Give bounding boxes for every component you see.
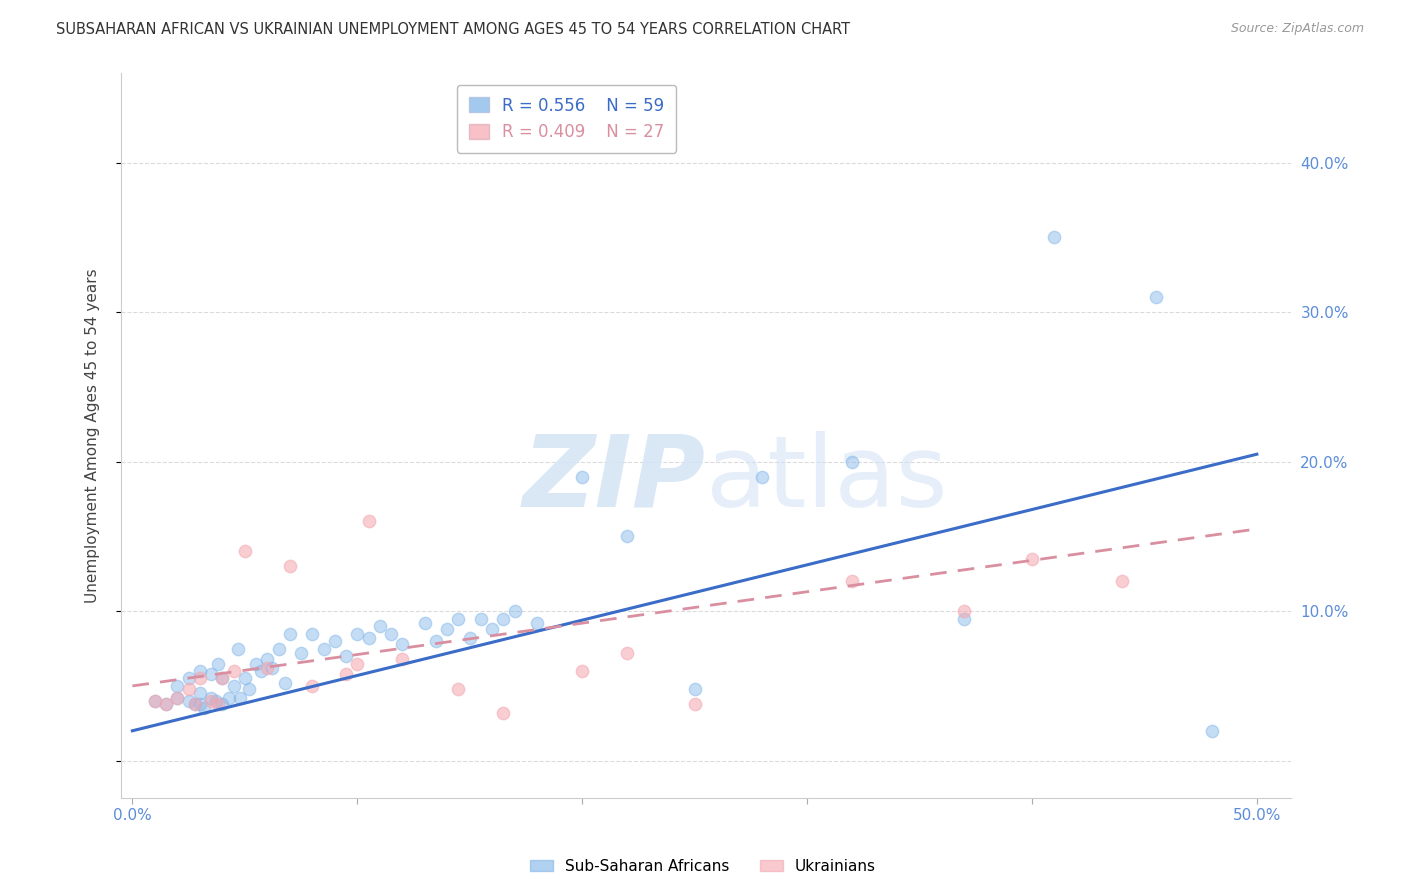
Point	[274, 676, 297, 690]
Text: ZIP: ZIP	[523, 431, 706, 527]
Point	[841, 574, 863, 589]
Point	[245, 657, 267, 671]
Point	[357, 515, 380, 529]
Point	[177, 694, 200, 708]
Point	[166, 690, 188, 705]
Point	[683, 681, 706, 696]
Point	[200, 690, 222, 705]
Point	[200, 667, 222, 681]
Point	[188, 686, 211, 700]
Point	[380, 626, 402, 640]
Legend: Sub-Saharan Africans, Ukrainians: Sub-Saharan Africans, Ukrainians	[524, 853, 882, 880]
Point	[233, 672, 256, 686]
Point	[184, 697, 207, 711]
Point	[436, 622, 458, 636]
Point	[188, 672, 211, 686]
Point	[1111, 574, 1133, 589]
Point	[1201, 723, 1223, 738]
Point	[256, 661, 278, 675]
Point	[211, 672, 233, 686]
Point	[447, 612, 470, 626]
Point	[233, 544, 256, 558]
Point	[571, 664, 593, 678]
Point	[492, 612, 515, 626]
Y-axis label: Unemployment Among Ages 45 to 54 years: Unemployment Among Ages 45 to 54 years	[86, 268, 100, 603]
Text: SUBSAHARAN AFRICAN VS UKRAINIAN UNEMPLOYMENT AMONG AGES 45 TO 54 YEARS CORRELATI: SUBSAHARAN AFRICAN VS UKRAINIAN UNEMPLOY…	[56, 22, 851, 37]
Point	[357, 631, 380, 645]
Point	[616, 646, 638, 660]
Point	[346, 657, 368, 671]
Point	[143, 694, 166, 708]
Point	[166, 679, 188, 693]
Point	[481, 622, 503, 636]
Point	[571, 469, 593, 483]
Point	[1043, 230, 1066, 244]
Point	[155, 697, 177, 711]
Point	[470, 612, 492, 626]
Point	[301, 679, 323, 693]
Point	[391, 652, 413, 666]
Point	[211, 672, 233, 686]
Point	[751, 469, 773, 483]
Point	[256, 652, 278, 666]
Point	[301, 626, 323, 640]
Point	[222, 664, 245, 678]
Point	[312, 641, 335, 656]
Point	[166, 690, 188, 705]
Point	[323, 634, 346, 648]
Point	[207, 697, 229, 711]
Point	[267, 641, 290, 656]
Point	[226, 641, 249, 656]
Point	[368, 619, 391, 633]
Point	[335, 648, 357, 663]
Point	[229, 690, 252, 705]
Point	[278, 559, 301, 574]
Point	[526, 616, 548, 631]
Point	[155, 697, 177, 711]
Point	[841, 455, 863, 469]
Point	[458, 631, 481, 645]
Point	[413, 616, 436, 631]
Point	[1021, 552, 1043, 566]
Point	[184, 697, 207, 711]
Legend: R = 0.556    N = 59, R = 0.409    N = 27: R = 0.556 N = 59, R = 0.409 N = 27	[457, 85, 676, 153]
Point	[425, 634, 447, 648]
Point	[177, 672, 200, 686]
Point	[260, 661, 283, 675]
Point	[204, 694, 226, 708]
Text: Source: ZipAtlas.com: Source: ZipAtlas.com	[1230, 22, 1364, 36]
Point	[222, 679, 245, 693]
Point	[238, 681, 260, 696]
Point	[200, 694, 222, 708]
Text: atlas: atlas	[706, 431, 948, 527]
Point	[218, 690, 240, 705]
Point	[249, 664, 271, 678]
Point	[346, 626, 368, 640]
Point	[278, 626, 301, 640]
Point	[616, 529, 638, 543]
Point	[391, 637, 413, 651]
Point	[953, 604, 976, 618]
Point	[177, 681, 200, 696]
Point	[188, 664, 211, 678]
Point	[211, 697, 233, 711]
Point	[953, 612, 976, 626]
Point	[143, 694, 166, 708]
Point	[1144, 290, 1167, 304]
Point	[447, 681, 470, 696]
Point	[290, 646, 312, 660]
Point	[683, 697, 706, 711]
Point	[193, 701, 215, 715]
Point	[188, 697, 211, 711]
Point	[207, 657, 229, 671]
Point	[335, 667, 357, 681]
Point	[503, 604, 526, 618]
Point	[492, 706, 515, 720]
